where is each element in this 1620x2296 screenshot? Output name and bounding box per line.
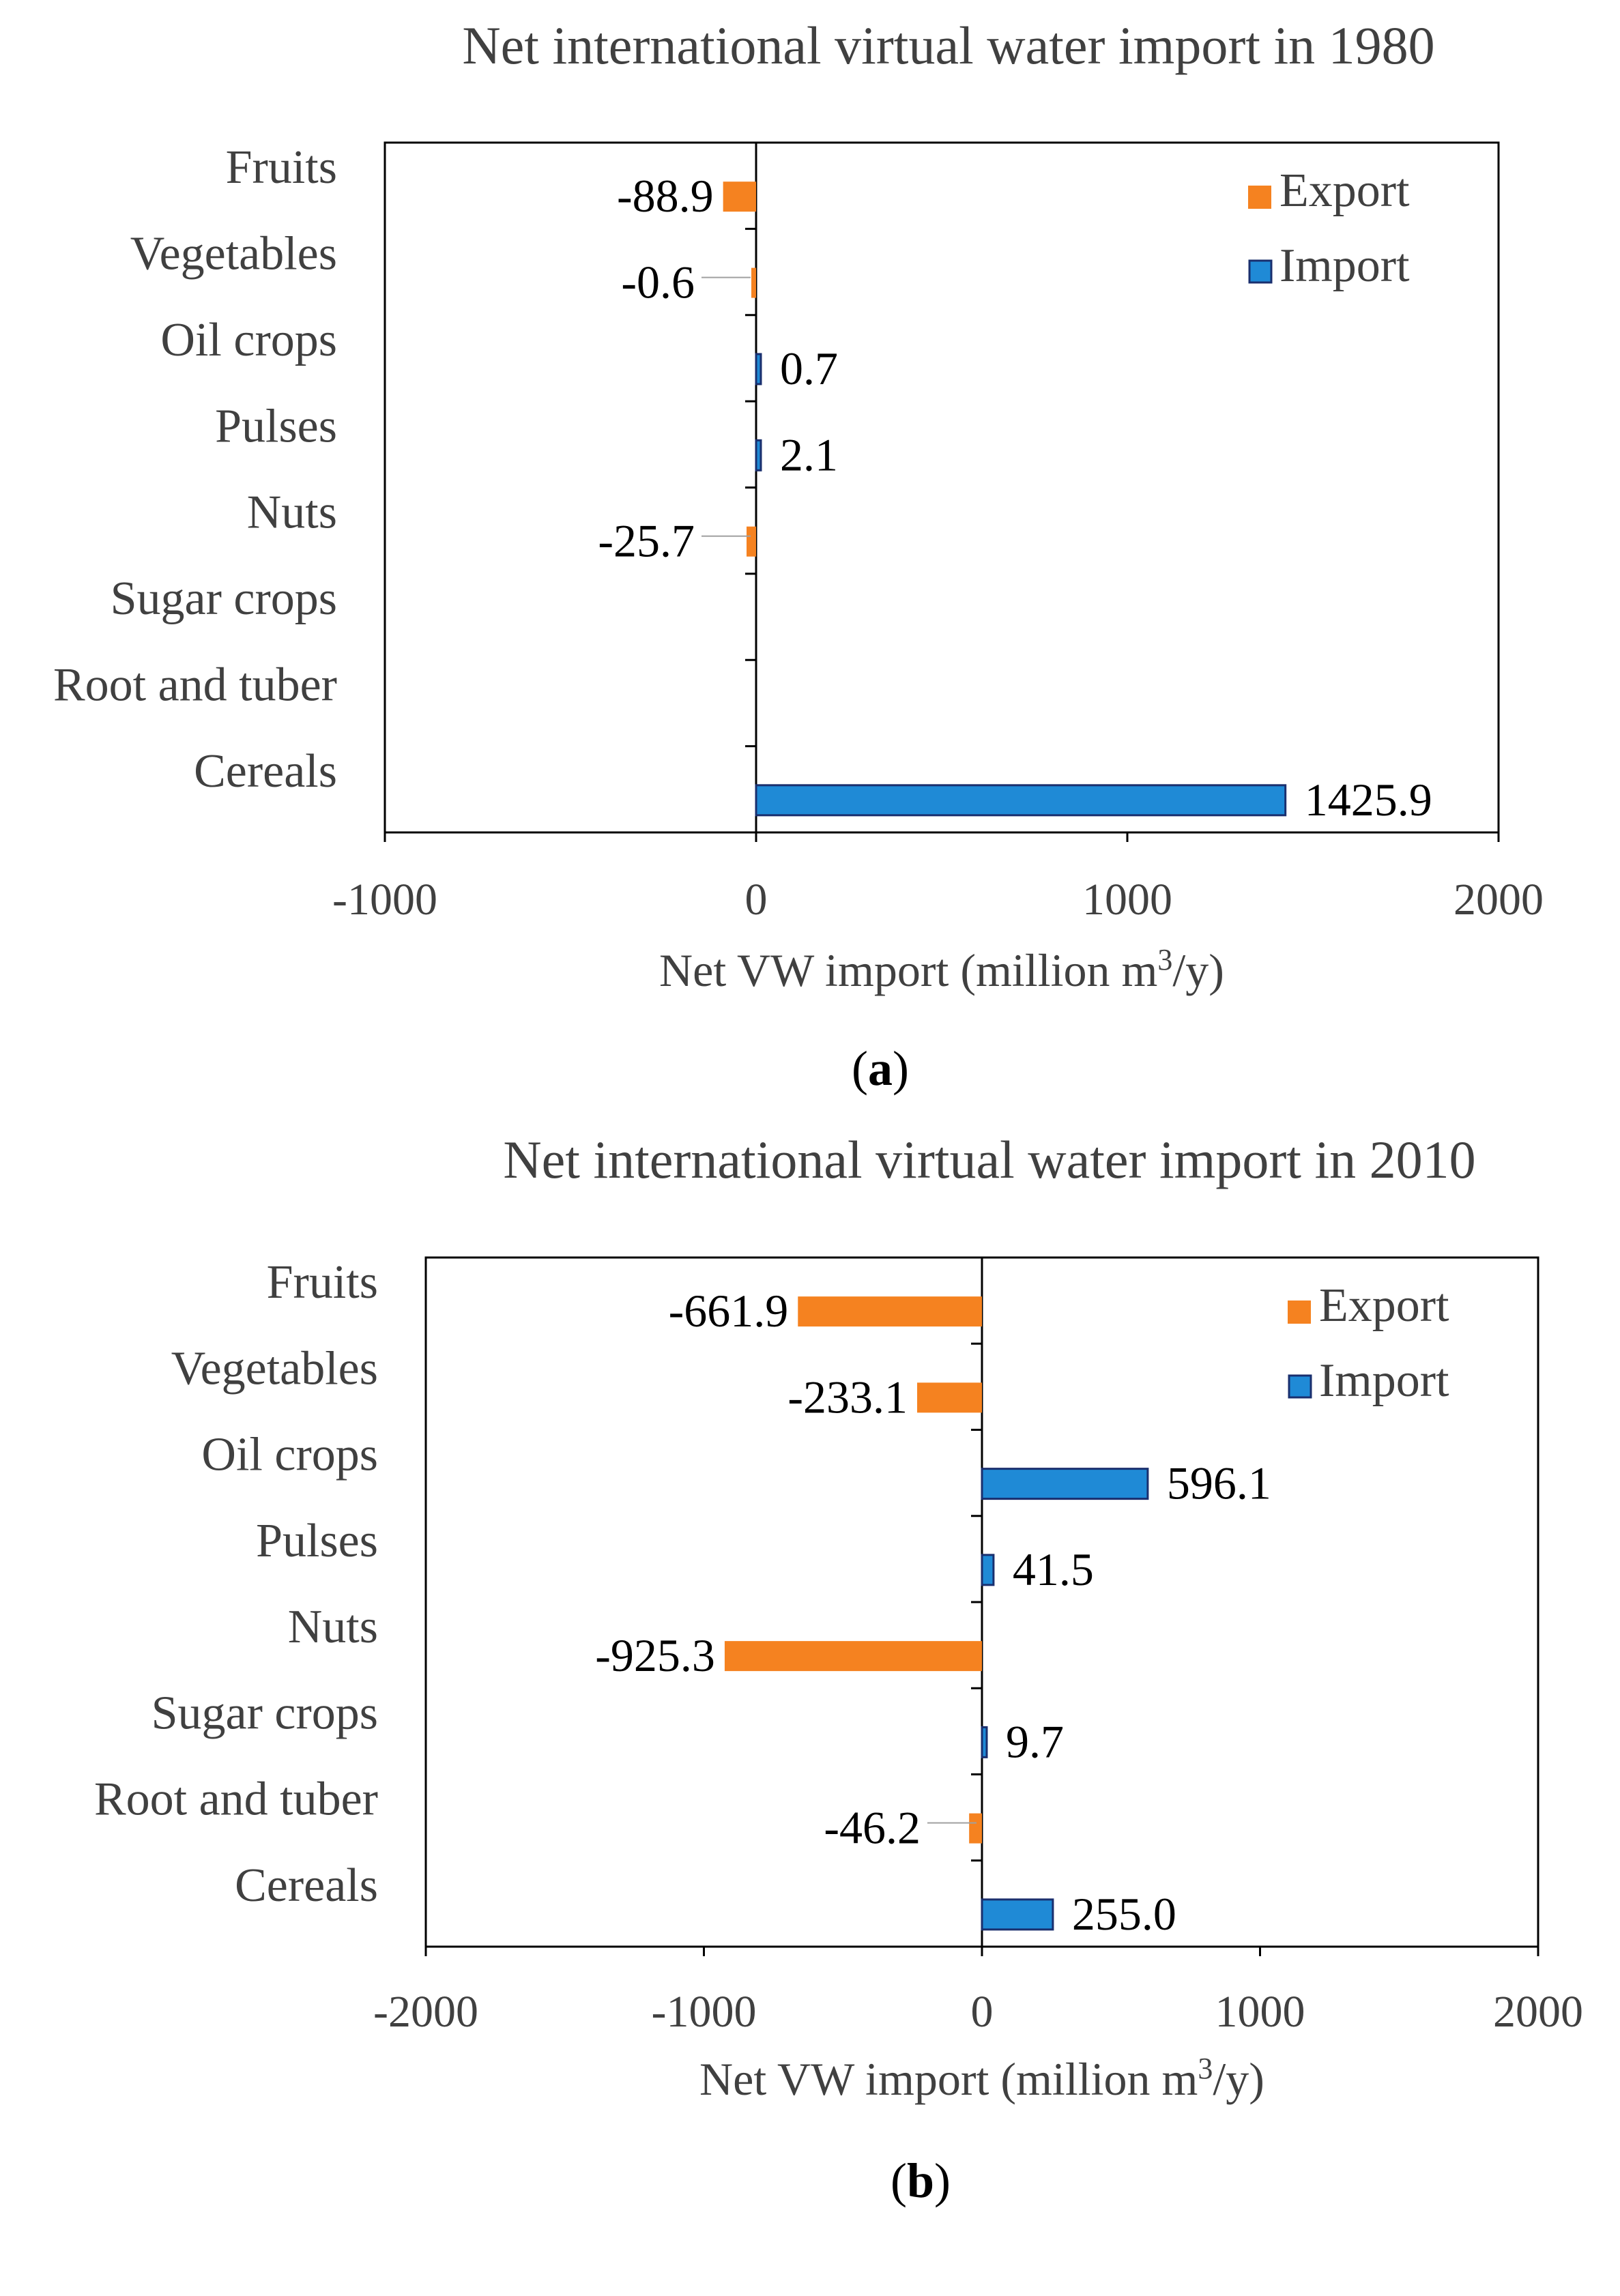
chart-title: Net international virtual water import i… xyxy=(462,16,1434,75)
category-label: Oil crops xyxy=(201,1429,378,1481)
panel-label: (a) xyxy=(852,1041,909,1096)
category-label: Cereals xyxy=(194,745,337,798)
category-label: Sugar crops xyxy=(111,572,337,625)
category-label: Oil crops xyxy=(160,314,337,366)
category-label: Pulses xyxy=(215,400,337,452)
legend-import-label: Import xyxy=(1319,1354,1449,1407)
legend-import-label: Import xyxy=(1279,239,1410,292)
value-label: 0.7 xyxy=(780,343,838,394)
category-label: Root and tuber xyxy=(53,658,337,711)
category-label: Pulses xyxy=(256,1515,378,1567)
legend-import-swatch xyxy=(1248,259,1273,284)
chart-title: Net international virtual water import i… xyxy=(503,1130,1475,1189)
export-bar xyxy=(969,1813,982,1844)
value-label: 41.5 xyxy=(1013,1543,1094,1595)
x-tick-label: 2000 xyxy=(1453,875,1544,925)
category-label: Root and tuber xyxy=(94,1773,378,1826)
import-bar xyxy=(755,439,762,471)
x-axis-label: Net VW import (million m3/y) xyxy=(659,943,1224,997)
value-label: 1425.9 xyxy=(1305,774,1432,826)
export-bar xyxy=(747,526,756,557)
value-label: 2.1 xyxy=(780,428,838,480)
import-bar xyxy=(981,1898,1054,1931)
export-bar xyxy=(917,1382,982,1413)
x-tick-label: -1000 xyxy=(652,1987,757,2037)
x-tick-label: -1000 xyxy=(332,875,437,925)
legend-import-swatch xyxy=(1288,1374,1312,1399)
import-bar xyxy=(981,1726,988,1758)
value-label: -0.6 xyxy=(621,257,695,308)
legend-export-label: Export xyxy=(1279,164,1410,217)
export-bar xyxy=(798,1296,982,1327)
value-label: 596.1 xyxy=(1167,1457,1271,1509)
category-label: Vegetables xyxy=(130,228,337,280)
category-label: Nuts xyxy=(288,1601,378,1653)
import-bar xyxy=(981,1468,1149,1500)
export-bar xyxy=(723,181,756,212)
category-label: Cereals xyxy=(235,1859,378,1912)
chart-panel-b: Net international virtual water import i… xyxy=(94,1130,1583,2208)
value-label: -233.1 xyxy=(787,1371,908,1423)
legend-export-label: Export xyxy=(1319,1279,1449,1332)
category-label: Fruits xyxy=(226,141,337,194)
value-label: 255.0 xyxy=(1072,1888,1176,1940)
plot-frame xyxy=(384,141,1500,834)
panel-label: (b) xyxy=(891,2153,951,2208)
category-label: Sugar crops xyxy=(151,1687,378,1739)
x-tick-label: 1000 xyxy=(1082,875,1172,925)
x-tick-label: 0 xyxy=(745,875,768,925)
export-bar xyxy=(724,1641,982,1672)
x-axis-label: Net VW import (million m3/y) xyxy=(699,2052,1264,2106)
export-bar xyxy=(751,267,756,298)
legend-export-swatch xyxy=(1248,186,1271,209)
value-label: -25.7 xyxy=(598,515,695,567)
category-label: Fruits xyxy=(267,1256,378,1309)
import-bar xyxy=(755,353,762,386)
value-label: -88.9 xyxy=(617,170,714,222)
x-tick-label: 0 xyxy=(971,1987,994,2037)
x-tick-label: 2000 xyxy=(1493,1987,1583,2037)
chart-panel-a: Net international virtual water import i… xyxy=(53,16,1544,1096)
x-tick-label: 1000 xyxy=(1215,1987,1305,2037)
value-label: 9.7 xyxy=(1006,1715,1064,1767)
value-label: -661.9 xyxy=(669,1285,789,1337)
value-label: -925.3 xyxy=(595,1629,715,1681)
legend-export-swatch xyxy=(1288,1300,1311,1324)
x-tick-label: -2000 xyxy=(373,1987,478,2037)
value-label: -46.2 xyxy=(824,1802,921,1854)
category-label: Vegetables xyxy=(171,1342,378,1395)
import-bar xyxy=(981,1554,995,1586)
category-label: Nuts xyxy=(247,486,337,539)
import-bar xyxy=(755,784,1287,817)
